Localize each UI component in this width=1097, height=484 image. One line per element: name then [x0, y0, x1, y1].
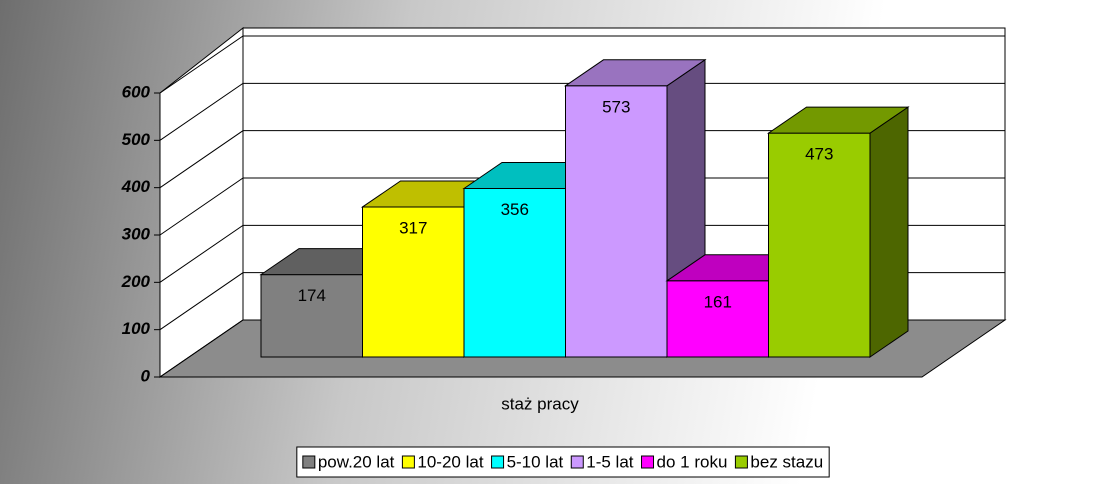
side-wall	[159, 26, 244, 378]
data-label: 161	[704, 292, 732, 311]
legend-label: do 1 roku	[657, 452, 728, 471]
legend-swatch	[734, 455, 748, 469]
data-label: 473	[805, 145, 833, 164]
y-tick-label: 200	[121, 272, 151, 291]
legend-label: pow.20 lat	[318, 452, 395, 471]
grid-line	[159, 224, 1005, 283]
bar	[260, 274, 363, 358]
y-tick-label: 300	[122, 224, 151, 243]
legend-swatch	[570, 455, 584, 469]
legend-swatch	[491, 455, 505, 469]
bar-top	[766, 106, 910, 134]
legend-swatch	[641, 455, 655, 469]
grid-line	[159, 82, 1005, 141]
legend-label: 5-10 lat	[507, 452, 564, 471]
data-label: 356	[501, 200, 529, 219]
y-tick-label: 0	[141, 366, 151, 385]
grid-line	[159, 35, 1005, 94]
legend-swatch	[302, 455, 316, 469]
legend-label: 10-20 lat	[417, 452, 483, 471]
bar-top	[563, 59, 707, 87]
bar	[768, 132, 871, 358]
grid-line	[159, 177, 1005, 236]
data-label: 573	[602, 97, 630, 116]
legend-label: bez stazu	[750, 452, 823, 471]
bar	[666, 280, 769, 358]
y-tick-label: 500	[122, 130, 151, 149]
legend-label: 1-5 lat	[586, 452, 634, 471]
x-tick-label: staż pracy	[501, 394, 579, 413]
data-label: 317	[399, 218, 427, 237]
bar	[565, 85, 668, 358]
bar	[362, 206, 465, 358]
y-tick-label: 600	[122, 82, 151, 101]
y-tick-label: 400	[121, 177, 151, 196]
grid-line	[159, 130, 1005, 189]
data-label: 174	[298, 286, 326, 305]
legend-swatch	[401, 455, 415, 469]
y-tick-label: 100	[122, 319, 151, 338]
bar-side	[869, 106, 909, 358]
